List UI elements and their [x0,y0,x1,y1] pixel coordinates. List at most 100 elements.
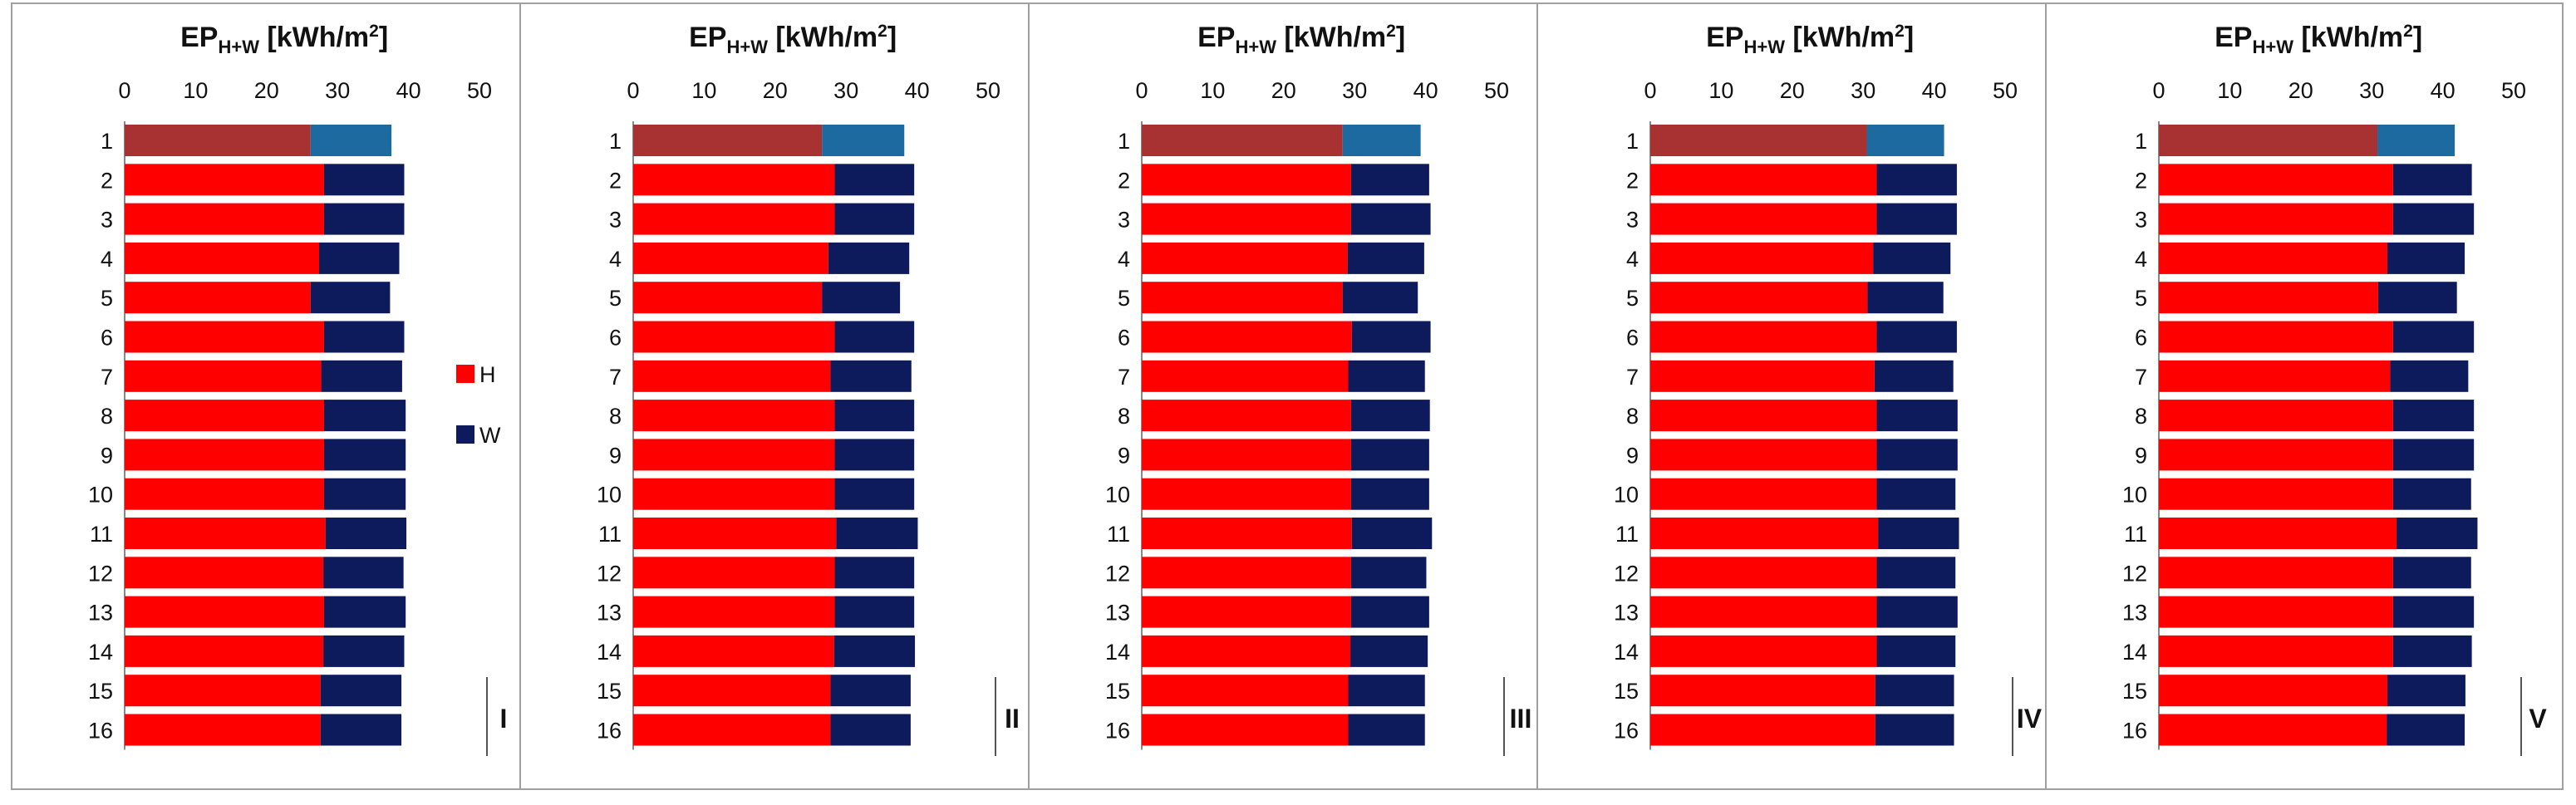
bar-H-15 [1142,675,1349,707]
bar-H-11 [1650,518,1879,549]
bar-W-4 [828,242,910,274]
panel-label: II [1005,704,1020,734]
bar-W-15 [2387,675,2465,707]
bar-H-7 [633,360,831,392]
x-tick-label: 10 [1708,78,1733,103]
x-tick-label: 50 [467,78,492,103]
category-label: 12 [88,561,113,586]
panel-label: V [2529,704,2547,734]
category-label: 14 [597,640,622,665]
bar-W-6 [834,321,915,353]
bar-W-11 [1878,518,1959,549]
bar-W-16 [2387,714,2465,746]
x-tick-label: 30 [2359,78,2384,103]
bar-H-12 [1142,557,1351,589]
bar-W-8 [2392,400,2475,432]
category-label: 12 [1614,561,1639,586]
category-label: 6 [609,326,622,351]
x-tick-label: 40 [905,78,930,103]
x-tick-label: 20 [2288,78,2313,103]
bar-W-5 [1342,282,1418,314]
category-label: 4 [609,247,622,272]
category-label: 14 [2122,640,2147,665]
bar-H-4 [2159,242,2387,274]
bar-H-16 [1650,714,1875,746]
category-label: 3 [1118,208,1130,233]
x-tick-label: 10 [1200,78,1225,103]
category-label: 3 [2135,208,2147,233]
category-label: 10 [597,483,622,508]
bar-H-5 [125,282,311,314]
panel-title: EPH+W [kWh/m2] [2215,22,2422,57]
bar-H-8 [125,400,324,432]
bar-W-13 [323,596,406,628]
bar-W-14 [1350,635,1428,667]
panel-label: III [1510,704,1532,734]
category-label: 4 [101,247,113,272]
category-label: 11 [1615,522,1639,547]
category-label: 10 [2122,483,2147,508]
bar-W-9 [1350,439,1429,471]
panel-III: EPH+W [kWh/m2]0 10 20 30 40 50123456789101112… [1028,3,1532,789]
bar-W-7 [1348,360,1425,392]
category-label: 1 [609,129,622,154]
bar-H-7 [1142,360,1349,392]
category-label: 7 [1118,365,1130,390]
category-label: 10 [1105,483,1130,508]
category-label: 13 [2122,601,2147,626]
category-label: 15 [597,679,622,704]
bar-W-16 [1875,714,1954,746]
bar-H-2 [1142,164,1351,196]
category-label: 3 [101,208,113,233]
bar-H-3 [2159,203,2393,235]
category-label: 16 [1614,719,1639,744]
x-tick-label: 30 [1851,78,1875,103]
panel-title: EPH+W [kWh/m2] [1197,22,1405,57]
bar-W-5 [2377,282,2457,314]
bar-W-11 [2397,518,2478,549]
bar-W-1 [2377,125,2456,156]
bar-H-16 [125,714,321,746]
bar-W-4 [1873,242,1951,274]
bar-W-7 [1874,360,1954,392]
bar-H-4 [633,242,828,274]
bar-W-15 [320,675,402,707]
category-label: 11 [598,522,622,547]
bar-H-1 [633,125,823,156]
bar-H-13 [1142,596,1351,628]
bar-W-1 [310,125,392,156]
category-label: 16 [1105,719,1130,744]
figure-frame [11,2,2564,790]
x-tick-label: 20 [1271,78,1296,103]
bar-W-1 [1866,125,1944,156]
bar-W-9 [834,439,915,471]
bar-H-12 [2159,557,2393,589]
bar-H-4 [1650,242,1874,274]
legend-label-H: H [479,362,496,387]
bar-W-13 [2392,596,2475,628]
category-label: 16 [88,719,113,744]
category-label: 2 [1118,168,1130,193]
bar-H-2 [2159,164,2393,196]
category-label: 14 [1614,640,1639,665]
x-tick-label: 40 [1922,78,1947,103]
bar-H-5 [2159,282,2378,314]
x-tick-label: 20 [1780,78,1805,103]
bar-W-1 [822,125,905,156]
category-label: 1 [2135,129,2147,154]
bar-H-14 [125,635,324,667]
x-tick-label: 10 [2217,78,2242,103]
bar-W-3 [1876,203,1957,235]
x-tick-label: 50 [1993,78,2018,103]
bar-W-2 [323,164,405,196]
bar-W-6 [1876,321,1957,353]
x-tick-label: 20 [254,78,279,103]
bar-W-15 [1348,675,1425,707]
bar-W-4 [2387,242,2465,274]
bar-H-4 [1142,242,1348,274]
legend: HW [456,362,501,448]
bar-W-14 [1876,635,1956,667]
x-tick-label: 30 [325,78,350,103]
bar-W-4 [1347,242,1424,274]
bar-H-12 [633,557,835,589]
